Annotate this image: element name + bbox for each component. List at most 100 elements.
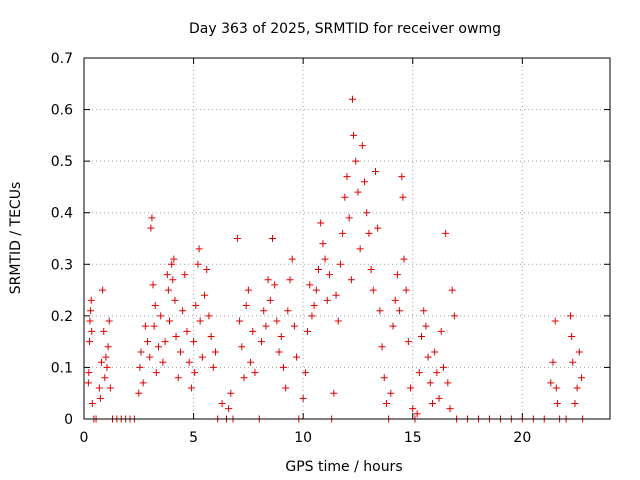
data-point — [299, 394, 307, 402]
data-point — [163, 271, 171, 279]
data-point — [551, 317, 559, 325]
data-point — [103, 363, 111, 371]
data-point — [396, 307, 404, 315]
data-point — [84, 379, 92, 387]
data-point — [195, 245, 203, 253]
data-point — [275, 348, 283, 356]
data-point — [227, 389, 235, 397]
data-point — [85, 369, 93, 377]
data-point — [568, 332, 576, 340]
data-point — [185, 358, 193, 366]
data-point — [578, 374, 586, 382]
data-point — [96, 394, 104, 402]
data-point — [365, 229, 373, 237]
data-point — [201, 291, 209, 299]
data-point — [404, 338, 412, 346]
data-point — [236, 317, 244, 325]
data-point — [547, 379, 555, 387]
data-point — [104, 343, 112, 351]
data-point — [95, 384, 103, 392]
data-point — [179, 307, 187, 315]
data-point — [321, 255, 329, 263]
data-point — [435, 394, 443, 402]
data-point — [354, 188, 362, 196]
data-point — [181, 271, 189, 279]
data-point — [144, 338, 152, 346]
data-point — [135, 389, 143, 397]
x-axis-label: GPS time / hours — [285, 459, 402, 475]
data-point — [374, 224, 382, 232]
data-point — [136, 363, 144, 371]
data-point — [306, 281, 314, 289]
data-point — [196, 317, 204, 325]
data-point — [420, 307, 428, 315]
data-point — [238, 343, 246, 351]
data-point — [183, 327, 191, 335]
data-point — [369, 286, 377, 294]
data-point — [147, 224, 155, 232]
data-point — [165, 317, 173, 325]
data-point — [146, 353, 154, 361]
y-tick-label: 0.5 — [51, 154, 73, 170]
data-point — [244, 286, 252, 294]
data-point — [174, 374, 182, 382]
data-point — [152, 369, 160, 377]
x-tick-label: 10 — [294, 430, 312, 446]
data-point — [194, 260, 202, 268]
data-point — [413, 410, 421, 418]
y-tick-label: 0.2 — [51, 309, 73, 325]
data-point — [271, 281, 279, 289]
data-point — [225, 405, 233, 413]
data-point — [361, 178, 369, 186]
x-tick-label: 15 — [404, 430, 422, 446]
data-point — [148, 214, 156, 222]
data-point — [343, 173, 351, 181]
data-point — [569, 358, 577, 366]
data-point — [341, 193, 349, 201]
data-point — [376, 307, 384, 315]
data-point — [424, 353, 432, 361]
data-point — [350, 131, 358, 139]
data-point — [171, 296, 179, 304]
data-point — [218, 400, 226, 408]
data-point — [172, 332, 180, 340]
data-point — [164, 286, 172, 294]
data-point — [198, 353, 206, 361]
data-point — [87, 307, 95, 315]
data-point — [398, 173, 406, 181]
y-tick-label: 0 — [64, 412, 73, 428]
data-point — [87, 296, 95, 304]
data-point — [363, 209, 371, 217]
data-point — [139, 379, 147, 387]
y-tick-label: 0.4 — [51, 206, 73, 222]
data-point — [553, 400, 561, 408]
data-point — [247, 358, 255, 366]
data-point — [159, 358, 167, 366]
data-point — [332, 291, 340, 299]
data-point — [88, 400, 96, 408]
data-point — [88, 327, 96, 335]
data-point — [273, 317, 281, 325]
data-point — [187, 384, 195, 392]
x-tick-label: 0 — [80, 430, 89, 446]
y-tick-label: 0.1 — [51, 360, 73, 376]
data-point — [155, 343, 163, 351]
data-point — [356, 245, 364, 253]
data-point — [352, 157, 360, 165]
axis-ticks: 0 0.1 0.2 0.3 0.4 0.5 0.6 0.7 0 5 10 15 20 — [51, 51, 610, 446]
data-point — [99, 286, 107, 294]
data-point — [157, 312, 165, 320]
data-point — [101, 374, 109, 382]
data-point — [391, 296, 399, 304]
data-point — [439, 363, 447, 371]
data-point — [169, 276, 177, 284]
data-point — [233, 235, 241, 242]
chart-title: Day 363 of 2025, SRMTID for receiver owm… — [189, 21, 501, 37]
data-point — [290, 322, 298, 330]
data-point — [264, 276, 272, 284]
y-tick-label: 0.7 — [51, 51, 73, 67]
data-point — [317, 219, 325, 227]
data-point — [282, 384, 290, 392]
